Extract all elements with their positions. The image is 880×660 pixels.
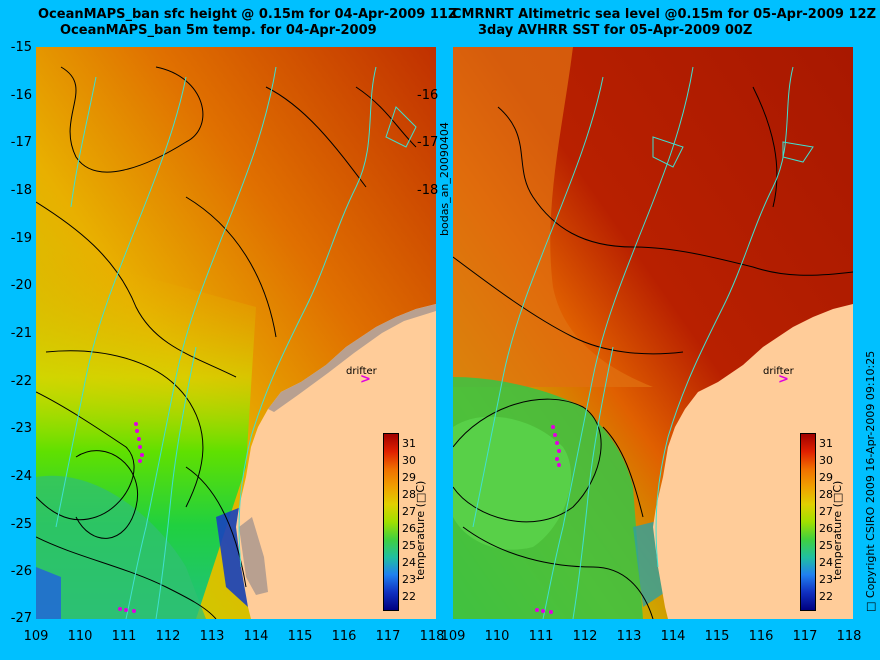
right-map-panel <box>453 47 853 619</box>
x-tick: 114 <box>660 629 686 644</box>
y-tick: -20 <box>10 278 32 293</box>
y-tick: -21 <box>10 326 32 341</box>
x-tick: 118 <box>836 629 862 644</box>
x-tick: 111 <box>111 629 137 644</box>
drifter-label-left: drifter <box>346 366 377 377</box>
colorbar-tick: 27 <box>819 505 833 518</box>
y-tick: -16 <box>10 88 32 103</box>
y-tick: -27 <box>10 611 32 626</box>
left-title-line1: OceanMAPS_ban sfc height @ 0.15m for 04-… <box>38 7 458 22</box>
x-tick: 109 <box>23 629 49 644</box>
colorbar-tick: 26 <box>402 522 416 535</box>
colorbar-tick: 28 <box>402 488 416 501</box>
x-tick: 117 <box>792 629 818 644</box>
colorbar-tick: 25 <box>819 539 833 552</box>
x-tick: 113 <box>199 629 225 644</box>
copyright-label: □ Copyright CSIRO 2009 16-Apr-2009 09:10… <box>864 350 877 612</box>
x-tick: 109 <box>440 629 466 644</box>
drifter-label-right: drifter <box>763 366 794 377</box>
bathymetry-lines <box>55 66 417 619</box>
left-sst-map <box>36 47 436 619</box>
left-title-line2: OceanMAPS_ban 5m temp. for 04-Apr-2009 <box>60 23 377 38</box>
colorbar-scale <box>383 433 399 611</box>
drifter-arrow-left-icon: > <box>360 372 371 387</box>
x-tick: 110 <box>484 629 510 644</box>
y-tick: -15 <box>10 40 32 55</box>
right-title-line2: 3day AVHRR SST for 05-Apr-2009 00Z <box>478 23 753 38</box>
x-tick: 115 <box>704 629 730 644</box>
x-tick: 113 <box>616 629 642 644</box>
colorbar-tick: 26 <box>819 522 833 535</box>
colorbar-tick: 30 <box>402 454 416 467</box>
x-tick: 117 <box>375 629 401 644</box>
left-map-panel <box>36 47 436 619</box>
drifter-tracks <box>118 422 144 613</box>
colorbar-tick: 24 <box>819 556 833 569</box>
y-tick: -19 <box>10 231 32 246</box>
colorbar-tick: 23 <box>819 573 833 586</box>
x-tick: 116 <box>331 629 357 644</box>
colorbar-tick: 23 <box>402 573 416 586</box>
colorbar-tick: 22 <box>819 590 833 603</box>
colorbar-tick: 30 <box>819 454 833 467</box>
sea-level-contours <box>453 86 853 619</box>
drifter-arrow-right-icon: > <box>778 372 789 387</box>
x-tick: 112 <box>572 629 598 644</box>
x-tick: 114 <box>243 629 269 644</box>
x-tick: 118 <box>419 629 445 644</box>
y-tick: -18 <box>417 183 439 198</box>
colorbar-tick: 31 <box>402 437 416 450</box>
y-tick: -26 <box>10 564 32 579</box>
colorbar-tick: 22 <box>402 590 416 603</box>
colorbar-tick: 25 <box>402 539 416 552</box>
right-sst-map <box>453 47 853 619</box>
y-tick: -18 <box>10 183 32 198</box>
x-tick: 110 <box>67 629 93 644</box>
colorbar-tick: 31 <box>819 437 833 450</box>
y-tick: -22 <box>10 374 32 389</box>
bathymetry-lines <box>472 66 814 619</box>
x-tick: 111 <box>528 629 554 644</box>
x-tick: 116 <box>748 629 774 644</box>
colorbar-tick: 24 <box>402 556 416 569</box>
y-tick: -25 <box>10 517 32 532</box>
y-tick: -16 <box>417 88 439 103</box>
drifter-tracks <box>535 425 561 614</box>
colorbar-tick: 29 <box>402 471 416 484</box>
y-tick: -17 <box>10 135 32 150</box>
colorbar-title: temperature (□C) <box>831 480 844 580</box>
colorbar-tick: 28 <box>819 488 833 501</box>
y-tick: -17 <box>417 135 439 150</box>
right-title-line1: CMRNRT Altimetric sea level @0.15m for 0… <box>452 7 877 22</box>
y-tick: -23 <box>10 421 32 436</box>
y-tick: -24 <box>10 469 32 484</box>
colorbar-title: temperature (□C) <box>414 480 427 580</box>
colorbar-tick: 29 <box>819 471 833 484</box>
colorbar-scale <box>800 433 816 611</box>
x-tick: 112 <box>155 629 181 644</box>
colorbar-tick: 27 <box>402 505 416 518</box>
analysis-id-label: bodas_an_20090404 <box>438 122 451 236</box>
x-tick: 115 <box>287 629 313 644</box>
